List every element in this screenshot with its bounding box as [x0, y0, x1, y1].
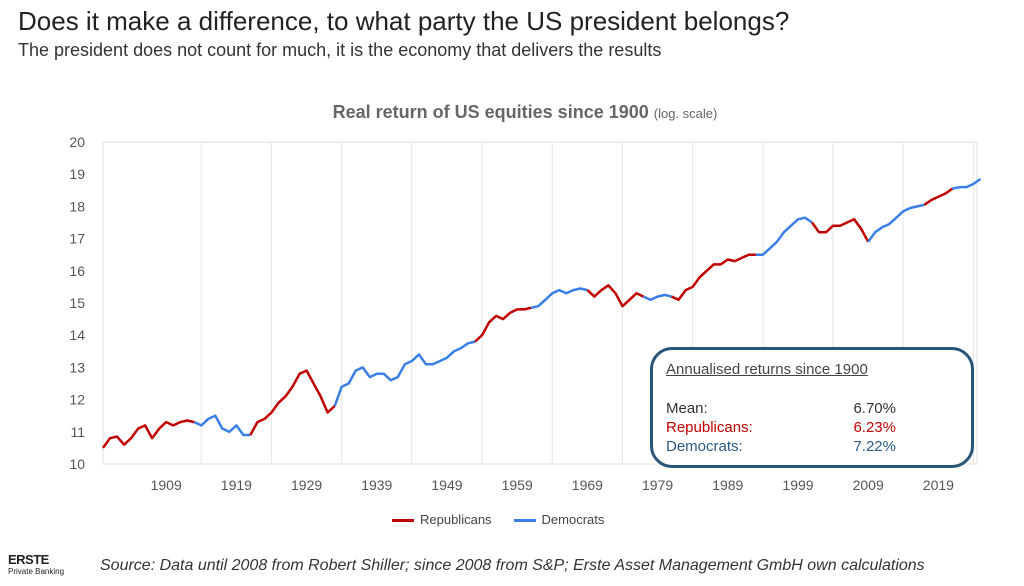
x-tick-label: 1909	[151, 477, 182, 493]
y-tick-label: 14	[69, 327, 85, 343]
x-tick-label: 1979	[642, 477, 673, 493]
erste-logo: ERSTE Private Banking	[8, 552, 65, 576]
x-tick-label: 1949	[431, 477, 462, 493]
chart-legend: Republicans Democrats	[392, 512, 604, 527]
summary-value: 7.22%	[853, 438, 896, 455]
legend-item-democrats: Democrats	[513, 512, 604, 527]
page-title: Does it make a difference, to what party…	[18, 6, 790, 36]
series-segment-republicans	[810, 218, 870, 243]
y-tick-label: 13	[69, 359, 85, 375]
summary-label: Mean:	[666, 400, 708, 417]
chart-title: Real return of US equities since 1900 (l…	[333, 102, 718, 122]
y-tick-label: 16	[69, 263, 85, 279]
summary-value: 6.23%	[853, 419, 896, 436]
summary-row-democrats: Democrats: 7.22%	[666, 438, 896, 455]
series-segment-republicans	[249, 369, 336, 436]
x-tick-label: 1989	[712, 477, 743, 493]
x-tick-label: 2009	[853, 477, 884, 493]
summary-row-mean: Mean: 6.70%	[666, 400, 896, 417]
legend-item-republicans: Republicans	[392, 512, 492, 527]
series-segment-democrats	[193, 414, 251, 437]
summary-label: Republicans:	[666, 419, 753, 436]
x-tick-label: 1929	[291, 477, 322, 493]
x-tick-label: 2019	[923, 477, 954, 493]
series-segment-democrats	[642, 293, 672, 302]
y-tick-label: 15	[69, 295, 85, 311]
series-segment-republicans	[671, 253, 756, 302]
series-segment-democrats	[867, 203, 925, 243]
y-tick-label: 19	[69, 166, 85, 182]
series-segment-democrats	[755, 216, 813, 256]
source-note: Source: Data until 2008 from Robert Shil…	[100, 557, 925, 574]
plot-area	[102, 141, 978, 465]
series-segment-democrats	[952, 177, 982, 190]
summary-label: Democrats:	[666, 438, 743, 455]
series-segment-republicans	[474, 306, 532, 343]
y-tick-label: 10	[69, 456, 85, 472]
x-tick-label: 1969	[572, 477, 603, 493]
x-tick-label: 1999	[782, 477, 813, 493]
series-segment-republicans	[101, 419, 195, 449]
y-tick-label: 17	[69, 231, 85, 247]
page-subtitle: The president does not count for much, i…	[18, 40, 662, 60]
x-tick-label: 1939	[361, 477, 392, 493]
series-segment-republicans	[923, 187, 954, 206]
series-segment-republicans	[586, 284, 645, 308]
y-tick-label: 11	[70, 424, 85, 440]
y-tick-label: 12	[69, 392, 85, 408]
x-tick-label: 1919	[221, 477, 252, 493]
summary-row-republicans: Republicans: 6.23%	[666, 419, 896, 436]
y-tick-label: 18	[69, 198, 85, 214]
summary-value: 6.70%	[853, 400, 896, 417]
y-tick-label: 20	[69, 134, 85, 150]
series-segment-democrats	[530, 287, 588, 310]
x-tick-label: 1959	[502, 477, 533, 493]
summary-heading: Annualised returns since 1900	[666, 361, 868, 378]
series-segment-democrats	[333, 340, 476, 407]
returns-summary-box: Annualised returns since 1900 Mean: 6.70%…	[650, 347, 974, 468]
